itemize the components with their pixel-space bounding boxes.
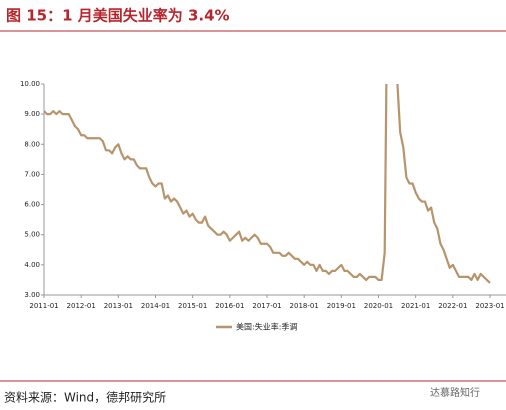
x-tick-label: 2018-01	[290, 302, 319, 310]
x-tick-label: 2021-01	[401, 302, 430, 310]
watermark: 达慕路知行	[430, 386, 480, 399]
y-tick-label: 3.00	[24, 291, 40, 299]
x-tick-label: 2015-01	[178, 302, 207, 310]
x-tick-label: 2019-01	[327, 302, 356, 310]
series-line	[44, 84, 491, 284]
x-tick-label: 2022-01	[438, 302, 467, 310]
y-tick-label: 6.00	[24, 201, 40, 209]
y-tick-label: 7.00	[24, 170, 40, 178]
legend-label: 美国:失业率:季调	[236, 322, 297, 332]
chart-title: 图 15：1 月美国失业率为 3.4%	[6, 7, 230, 25]
y-tick-label: 8.00	[24, 140, 40, 148]
y-tick-label: 10.00	[20, 80, 40, 88]
y-tick-label: 5.00	[24, 231, 40, 239]
x-tick-label: 2013-01	[104, 302, 133, 310]
x-tick-label: 2012-01	[67, 302, 96, 310]
source: 资料来源：Wind，德邦研究所	[4, 390, 166, 405]
x-tick-label: 2023-01	[475, 302, 504, 310]
x-tick-label: 2017-01	[252, 302, 281, 310]
x-tick-label: 2020-01	[364, 302, 393, 310]
x-tick-label: 2016-01	[215, 302, 244, 310]
y-tick-label: 4.00	[24, 261, 40, 269]
x-tick-label: 2014-01	[141, 302, 170, 310]
x-tick-label: 2011-01	[29, 302, 58, 310]
y-tick-label: 9.00	[24, 110, 40, 118]
